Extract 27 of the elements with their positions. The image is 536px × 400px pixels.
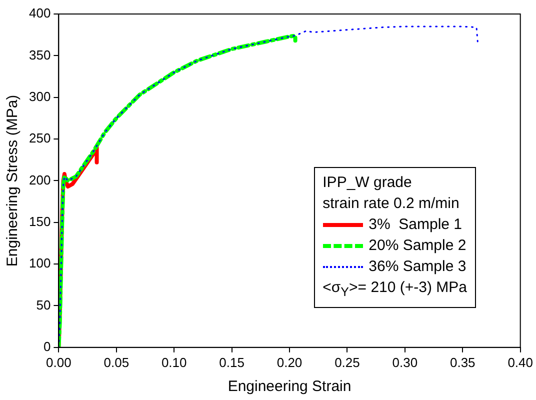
x-tick-label: 0.00 [46,354,72,370]
y-tick-label: 400 [28,6,51,21]
x-tick-label: 0.10 [161,354,187,370]
y-tick-label: 150 [28,214,51,229]
legend-title: IPP_W grade strain rate 0.2 m/min [322,173,460,214]
x-tick-label: 0.20 [276,354,302,370]
y-tick-label: 0 [43,338,51,354]
y-tick-label: 50 [36,297,51,312]
y-tick-label: 250 [28,130,51,146]
x-axis-title: Engineering Strain [228,378,352,396]
legend-label: 36% Sample 3 [368,257,466,277]
legend-label: 3% Sample 1 [368,215,462,235]
y-tick-label: 100 [28,256,51,271]
x-tick-label: 0.35 [450,354,476,370]
y-axis-title: Engineering Stress (MPa) [4,94,22,267]
line-series [58,26,478,348]
x-tick-label: 0.30 [392,354,418,370]
x-tick-label: 0.25 [334,354,360,370]
y-tick-label: 300 [28,88,51,104]
line-series [58,34,298,348]
y-tick-label: 350 [28,47,51,62]
x-tick-label: 0.05 [104,354,130,370]
legend-label: 20% Sample 2 [368,236,466,256]
x-tick-label: 0.15 [219,354,244,370]
x-tick-label: 0.40 [508,354,534,370]
y-tick-label: 200 [28,172,51,188]
annotation: <σ$_{Y}$>= 210 (+-3) MPa [322,278,467,301]
